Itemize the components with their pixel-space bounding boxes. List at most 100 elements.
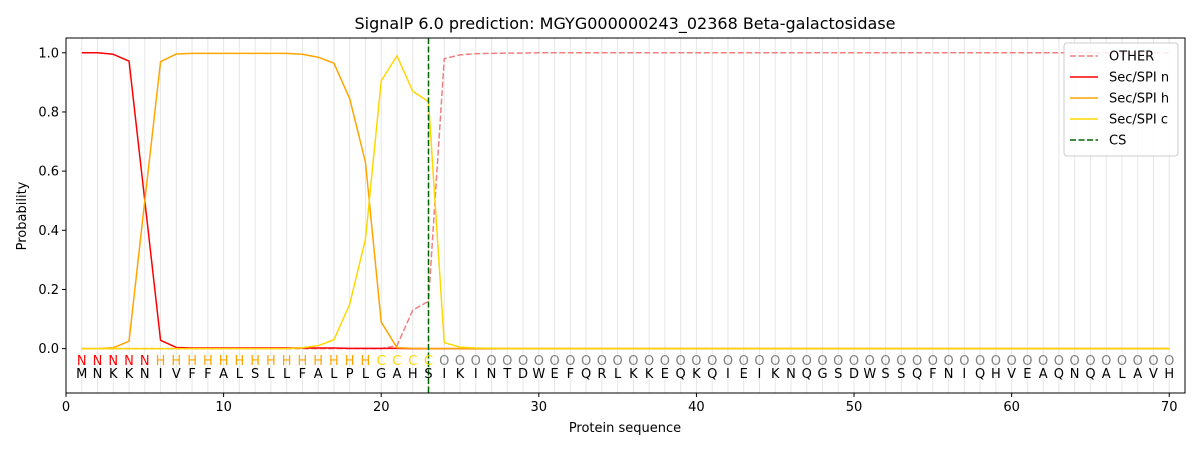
region-label: O (943, 354, 953, 369)
x-tick-label: 10 (215, 400, 232, 415)
x-tick-label: 70 (1161, 400, 1178, 415)
region-label: O (1101, 354, 1111, 369)
chart-title: SignalP 6.0 prediction: MGYG000000243_02… (354, 14, 895, 34)
region-label: O (833, 354, 843, 369)
sequence-residue: V (1007, 367, 1016, 382)
sequence-residue: S (881, 367, 889, 382)
region-label: H (282, 354, 292, 369)
region-label: H (219, 354, 229, 369)
region-label: O (613, 354, 623, 369)
sequence-residue: K (629, 367, 638, 382)
y-tick-label: 1.0 (38, 46, 59, 61)
legend-label: Sec/SPI h (1109, 92, 1169, 107)
region-label: O (959, 354, 969, 369)
sequence-residue: N (93, 367, 103, 382)
sequence-residue: K (109, 367, 118, 382)
region-label: O (723, 354, 733, 369)
sequence-residue: Q (802, 367, 812, 382)
x-tick-label: 30 (531, 400, 548, 415)
x-tick-label: 50 (846, 400, 863, 415)
region-label: C (408, 354, 417, 369)
region-label: H (266, 354, 276, 369)
region-label: N (140, 354, 150, 369)
series-line-other (81, 52, 1170, 350)
sequence-residue: E (740, 367, 748, 382)
sequence-residue: V (1149, 367, 1158, 382)
region-label: O (802, 354, 812, 369)
region-label: O (1148, 354, 1158, 369)
legend-box (1063, 42, 1179, 157)
region-label: O (691, 354, 701, 369)
sequence-residue: S (897, 367, 905, 382)
x-tick-label: 20 (373, 400, 390, 415)
sequence-residue: A (1102, 367, 1111, 382)
sequence-residue: L (283, 367, 291, 382)
sequence-residue: N (1070, 367, 1080, 382)
region-label: O (1133, 354, 1143, 369)
sequence-residue: I (159, 367, 163, 382)
sequence-residue: M (76, 367, 87, 382)
sequence-residue: N (944, 367, 954, 382)
sequence-residue: L (362, 367, 370, 382)
sequence-residue: A (393, 367, 402, 382)
region-label: O (786, 354, 796, 369)
sequence-residue: D (518, 367, 528, 382)
sequence-residue: Q (1085, 367, 1095, 382)
region-label: O (1038, 354, 1048, 369)
y-axis-label: Probability (15, 181, 30, 250)
sequence-residue: S (424, 367, 432, 382)
region-label: O (1070, 354, 1080, 369)
sequence-residue: L (614, 367, 622, 382)
region-label: O (471, 354, 481, 369)
sequence-residue: A (1133, 367, 1142, 382)
region-label: O (1022, 354, 1032, 369)
region-label: O (486, 354, 496, 369)
region-label: C (424, 354, 433, 369)
region-label: O (1164, 354, 1174, 369)
sequence-residue: L (1118, 367, 1126, 382)
region-label: H (187, 354, 197, 369)
region-label: O (1054, 354, 1064, 369)
region-label: O (896, 354, 906, 369)
sequence-residue: L (267, 367, 275, 382)
region-label: O (912, 354, 922, 369)
sequence-residue: N (487, 367, 497, 382)
region-label: N (77, 354, 87, 369)
sequence-residue: H (991, 367, 1001, 382)
y-tick-label: 0.2 (38, 283, 59, 298)
legend-label: Sec/SPI c (1109, 113, 1168, 128)
sequence-residue: K (645, 367, 654, 382)
sequence-residue: I (962, 367, 966, 382)
region-label: H (298, 354, 308, 369)
sequence-residue: S (834, 367, 842, 382)
sequence-residue: F (299, 367, 306, 382)
region-label: O (975, 354, 985, 369)
region-label: O (455, 354, 465, 369)
sequence-residue: I (726, 367, 730, 382)
region-label: O (707, 354, 717, 369)
legend-label: Sec/SPI n (1109, 71, 1169, 86)
plot-frame (65, 37, 1186, 394)
sequence-residue: E (661, 367, 669, 382)
sequence-residue: K (771, 367, 780, 382)
y-tick-label: 0.0 (38, 342, 59, 357)
y-tick-label: 0.8 (38, 105, 59, 120)
sequence-residue: L (330, 367, 338, 382)
y-tick-label: 0.4 (38, 224, 59, 239)
region-label: O (928, 354, 938, 369)
series-line-sec-spi-c (81, 55, 1170, 350)
sequence-residue: F (567, 367, 574, 382)
sequence-residue: N (786, 367, 796, 382)
region-label: O (991, 354, 1001, 369)
sequence-residue: E (550, 367, 558, 382)
x-axis-label: Protein sequence (569, 421, 681, 436)
region-label: O (880, 354, 890, 369)
sequence-residue: Q (912, 367, 922, 382)
sequence-residue: H (408, 367, 418, 382)
sequence-residue: I (442, 367, 446, 382)
region-label: O (534, 354, 544, 369)
region-label: O (644, 354, 654, 369)
sequence-residue: N (140, 367, 150, 382)
